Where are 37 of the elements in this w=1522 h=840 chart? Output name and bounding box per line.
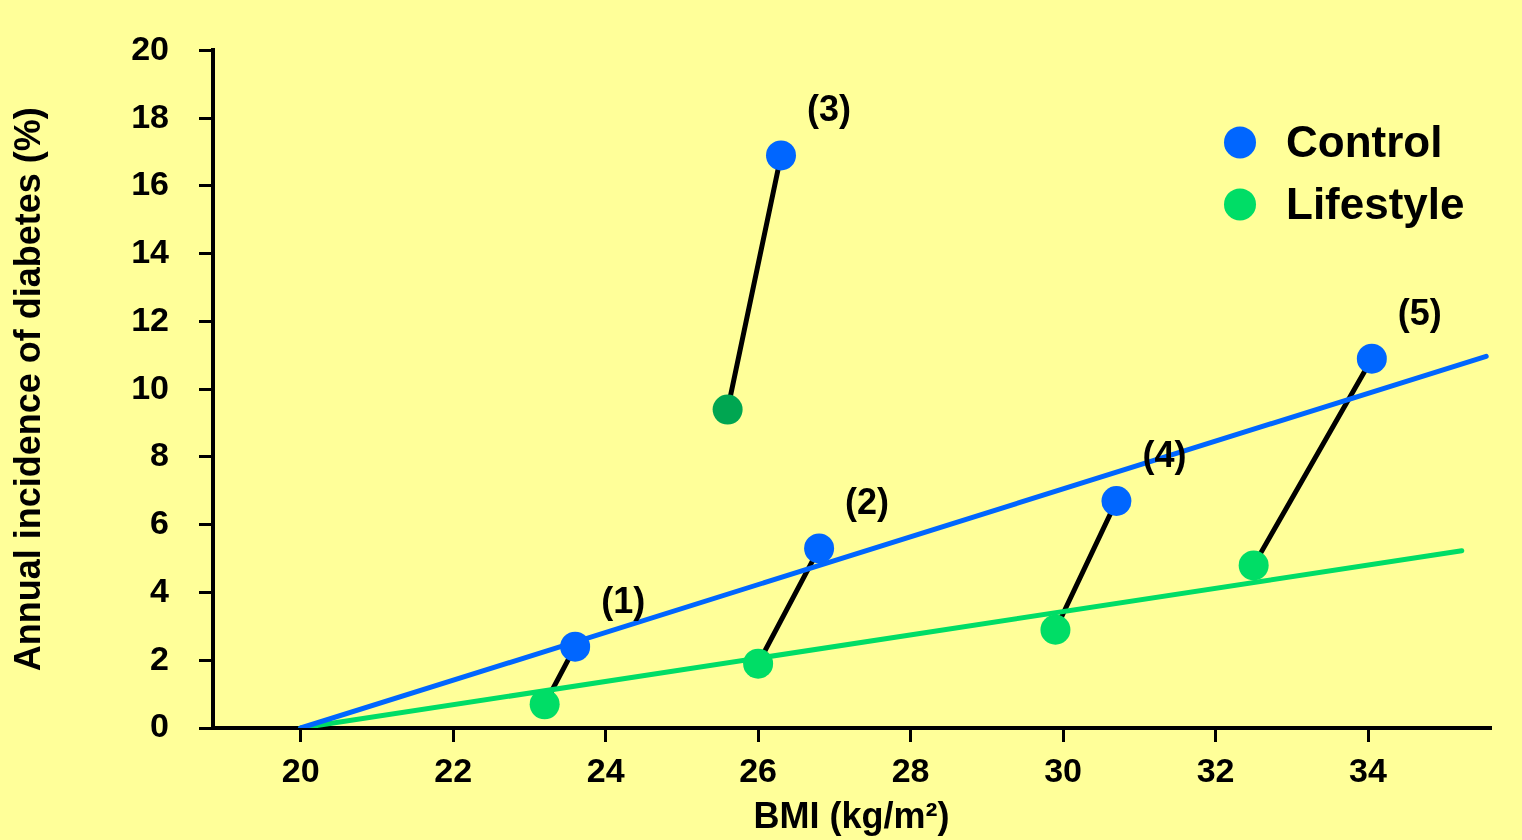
- y-tick-label: 8: [150, 435, 170, 474]
- point: [712, 394, 743, 425]
- x-tick-label: 20: [281, 750, 320, 789]
- point: [529, 689, 560, 720]
- y-tick-label: 2: [150, 638, 170, 677]
- annotation: (5): [1397, 291, 1442, 333]
- y-tick-label: 16: [131, 164, 170, 203]
- x-tick-label: 24: [586, 750, 625, 789]
- y-tick-label: 20: [131, 28, 170, 67]
- legend-label: Control: [1286, 116, 1443, 166]
- y-tick-label: 14: [131, 232, 170, 271]
- y-tick-label: 6: [150, 503, 170, 542]
- x-tick-label: 30: [1044, 750, 1082, 789]
- x-tick-label: 22: [434, 750, 473, 789]
- y-tick-label: 4: [150, 570, 170, 609]
- annotation: (3): [806, 88, 851, 130]
- legend-label: Lifestyle: [1286, 178, 1465, 228]
- y-axis-title: Annual incidence of diabetes (%): [6, 107, 48, 672]
- point: [1238, 550, 1269, 581]
- point: [1356, 343, 1387, 374]
- annotation: (1): [601, 579, 646, 621]
- y-tick-label: 10: [131, 367, 170, 406]
- point: [743, 648, 774, 679]
- annotation: (2): [845, 481, 890, 523]
- x-tick-label: 28: [891, 750, 930, 789]
- point: [804, 533, 835, 564]
- point: [1040, 614, 1071, 645]
- x-axis-title: BMI (kg/m²): [753, 795, 950, 837]
- point: [765, 140, 796, 171]
- y-tick-label: 12: [131, 299, 170, 338]
- y-tick-label: 0: [150, 706, 170, 745]
- point: [1101, 486, 1132, 516]
- x-tick-label: 32: [1196, 750, 1235, 789]
- y-tick-label: 18: [131, 96, 170, 135]
- x-tick-label: 26: [739, 750, 778, 789]
- x-tick-label: 34: [1349, 750, 1388, 789]
- point: [560, 631, 591, 662]
